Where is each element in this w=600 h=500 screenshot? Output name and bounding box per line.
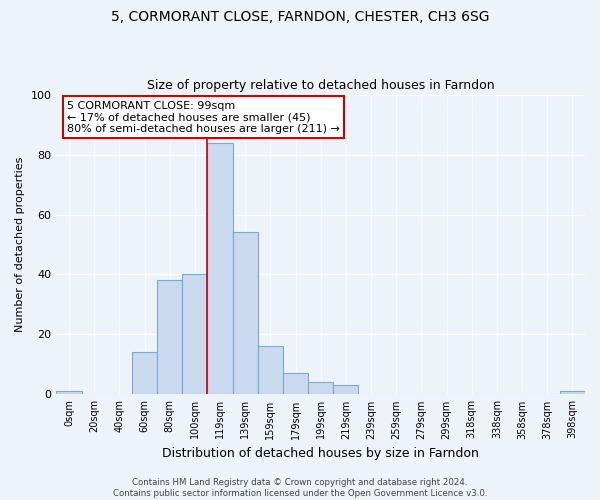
Bar (132, 352, 157, 395)
Bar (208, 142, 233, 394)
Bar (182, 274, 208, 394)
Title: Size of property relative to detached houses in Farndon: Size of property relative to detached ho… (147, 79, 494, 92)
Text: 5, CORMORANT CLOSE, FARNDON, CHESTER, CH3 6SG: 5, CORMORANT CLOSE, FARNDON, CHESTER, CH… (111, 10, 489, 24)
Bar (560, 392, 585, 394)
X-axis label: Distribution of detached houses by size in Farndon: Distribution of detached houses by size … (162, 447, 479, 460)
Text: 5 CORMORANT CLOSE: 99sqm
← 17% of detached houses are smaller (45)
80% of semi-d: 5 CORMORANT CLOSE: 99sqm ← 17% of detach… (67, 100, 340, 134)
Bar (308, 382, 333, 394)
Y-axis label: Number of detached properties: Number of detached properties (15, 157, 25, 332)
Bar (56, 392, 82, 394)
Bar (233, 232, 258, 394)
Bar (157, 280, 182, 394)
Bar (333, 386, 358, 394)
Bar (283, 374, 308, 394)
Bar (258, 346, 283, 395)
Text: Contains HM Land Registry data © Crown copyright and database right 2024.
Contai: Contains HM Land Registry data © Crown c… (113, 478, 487, 498)
